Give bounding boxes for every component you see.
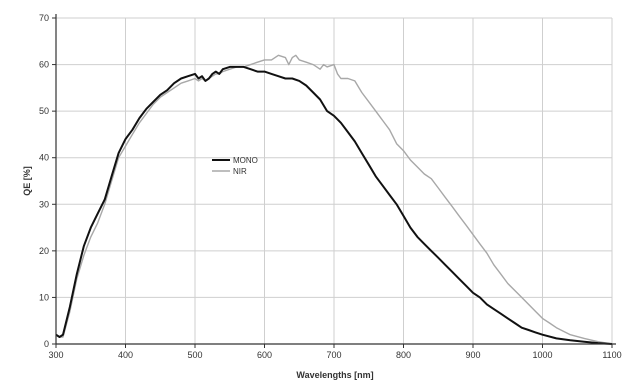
x-tick-label: 700 (326, 350, 341, 360)
y-tick-label: 30 (39, 199, 49, 209)
tick-labels: 300 400 500 600 700 800 900 1000 1100 0 10 20 30 40 50… (39, 13, 622, 360)
series-lines (55, 54, 613, 345)
series-line-nir (55, 54, 613, 345)
x-tick-label: 600 (257, 350, 272, 360)
x-tick-label: 900 (465, 350, 480, 360)
x-tick-label: 1100 (602, 350, 621, 360)
y-axis-title: QE [%] (22, 166, 32, 196)
x-tick-label: 300 (48, 350, 63, 360)
axes (52, 14, 616, 348)
legend: MONO NIR (212, 156, 258, 176)
x-tick-label: 400 (118, 350, 133, 360)
x-axis-title: Wavelengths [nm] (296, 370, 373, 380)
y-tick-label: 0 (44, 339, 49, 349)
y-tick-label: 10 (39, 292, 49, 302)
y-tick-label: 60 (39, 60, 49, 70)
x-tick-label: 500 (187, 350, 202, 360)
x-tick-label: 1000 (532, 350, 552, 360)
series-line-mono (55, 65, 613, 345)
y-tick-label: 40 (39, 153, 49, 163)
x-tick-label: 800 (396, 350, 411, 360)
y-tick-label: 70 (39, 13, 49, 23)
legend-label: NIR (233, 167, 247, 176)
legend-label: MONO (233, 156, 258, 165)
y-tick-label: 50 (39, 106, 49, 116)
y-tick-label: 20 (39, 246, 49, 256)
